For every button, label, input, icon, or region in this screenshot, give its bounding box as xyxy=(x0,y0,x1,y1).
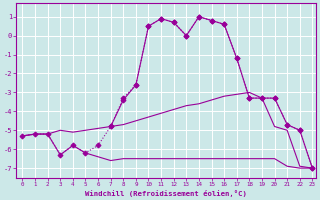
X-axis label: Windchill (Refroidissement éolien,°C): Windchill (Refroidissement éolien,°C) xyxy=(85,190,247,197)
